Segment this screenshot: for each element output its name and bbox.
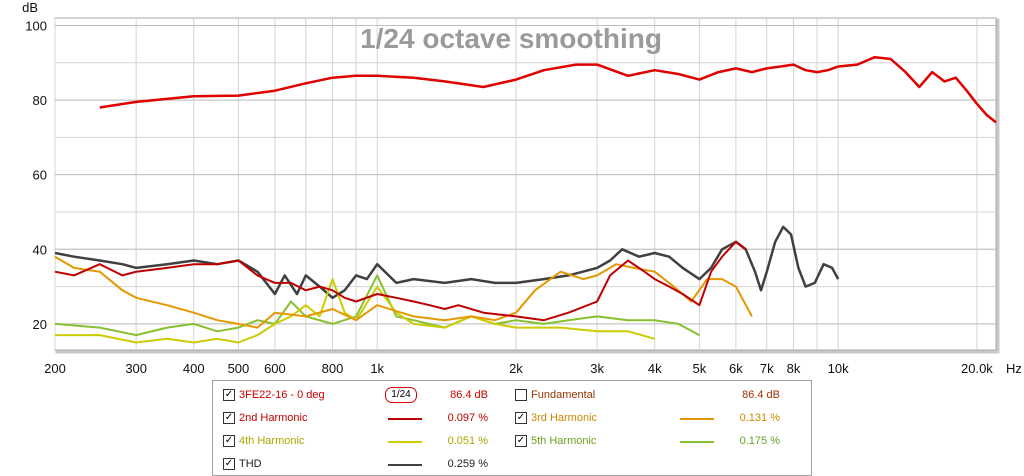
series-line-5th-harmonic (54, 274, 700, 337)
series-line-3rd-harmonic (54, 255, 753, 329)
x-axis-label: Hz (1006, 361, 1022, 376)
legend-checkbox[interactable] (515, 389, 527, 401)
x-tick-label: 1k (370, 361, 384, 376)
legend-checkbox[interactable]: ✓ (223, 412, 235, 424)
chart-series-layer (54, 55, 997, 344)
legend-entry-name: 3rd Harmonic (531, 412, 598, 424)
chart-grid (54, 17, 1000, 354)
legend-entry-name: Fundamental (531, 389, 596, 401)
legend-checkbox[interactable]: ✓ (223, 435, 235, 447)
legend-entry-value: 86.4 dB (450, 389, 488, 401)
legend-line-swatch (680, 418, 714, 420)
x-tick-label: 800 (322, 361, 344, 376)
series-line-thd (54, 225, 840, 300)
x-tick-label: 500 (228, 361, 250, 376)
x-tick-label: 200 (44, 361, 66, 376)
smoothing-badge[interactable]: 1/24 (385, 387, 417, 403)
legend-line-swatch (680, 441, 714, 443)
legend-entry: ✓ 3FE22-16 - 0 deg 1/24 86.4 dB (223, 386, 513, 404)
x-tick-label: 7k (760, 361, 774, 376)
legend-entry: ✓ 3rd Harmonic 0.131 % (515, 409, 805, 427)
y-tick-label: 80 (33, 93, 47, 108)
y-axis-label: dB (22, 0, 38, 15)
y-tick-label: 100 (25, 18, 47, 33)
legend-entry: ✓ THD 0.259 % (223, 455, 513, 473)
legend-entry-name: 4th Harmonic (239, 435, 305, 447)
chart-ticks: 20 40 60 80 100 200 300 400 500 600 800 1k 2k 3k 4k 5k 6… (25, 18, 993, 376)
legend-line-swatch (388, 418, 422, 420)
legend-entry: ✓ 2nd Harmonic 0.097 % (223, 409, 513, 427)
legend-panel: ✓ 3FE22-16 - 0 deg 1/24 86.4 dB Fundamental 8… (212, 380, 812, 476)
legend-entry-value: 0.097 % (447, 412, 488, 424)
series-line-4th-harmonic (55, 278, 655, 344)
legend-entry-value: 0.051 % (447, 435, 488, 447)
legend-checkbox[interactable]: ✓ (223, 389, 235, 401)
legend-line-swatch (388, 464, 422, 466)
legend-checkbox[interactable]: ✓ (515, 435, 527, 447)
legend-entry-value: 86.4 dB (742, 389, 780, 401)
x-tick-label: 8k (787, 361, 801, 376)
legend-entry-name: 2nd Harmonic (239, 412, 308, 424)
legend-line-swatch (388, 441, 422, 443)
plot-frame (54, 17, 997, 351)
x-tick-label: 400 (183, 361, 205, 376)
legend-entry-value: 0.259 % (447, 458, 488, 470)
x-tick-label: 4k (648, 361, 662, 376)
legend-checkbox[interactable]: ✓ (515, 412, 527, 424)
x-tick-label: 5k (693, 361, 707, 376)
x-tick-label: 10k (828, 361, 849, 376)
series-line-3fe22-16-0-deg (99, 55, 997, 124)
legend-entry-value: 0.131 % (739, 412, 780, 424)
legend-entry: Fundamental 86.4 dB (515, 386, 805, 404)
chart-title: 1/24 octave smoothing (360, 23, 662, 54)
x-tick-label: 600 (264, 361, 286, 376)
series-line-2nd-harmonic (54, 240, 747, 322)
legend-checkbox[interactable]: ✓ (223, 458, 235, 470)
x-tick-label: 3k (590, 361, 604, 376)
x-tick-label: 2k (509, 361, 523, 376)
y-tick-label: 20 (33, 317, 47, 332)
x-tick-label: 20.0k (961, 361, 993, 376)
legend-entry-value: 0.175 % (739, 435, 780, 447)
x-tick-label: 300 (125, 361, 147, 376)
y-tick-label: 60 (33, 168, 47, 183)
legend-entry-name: THD (239, 458, 262, 470)
legend-entry: ✓ 4th Harmonic 0.051 % (223, 432, 513, 450)
legend-entry-name: 5th Harmonic (531, 435, 597, 447)
x-tick-label: 6k (729, 361, 743, 376)
legend-entry: ✓ 5th Harmonic 0.175 % (515, 432, 805, 450)
y-tick-label: 40 (33, 242, 47, 257)
legend-entry-name: 3FE22-16 - 0 deg (239, 389, 325, 401)
